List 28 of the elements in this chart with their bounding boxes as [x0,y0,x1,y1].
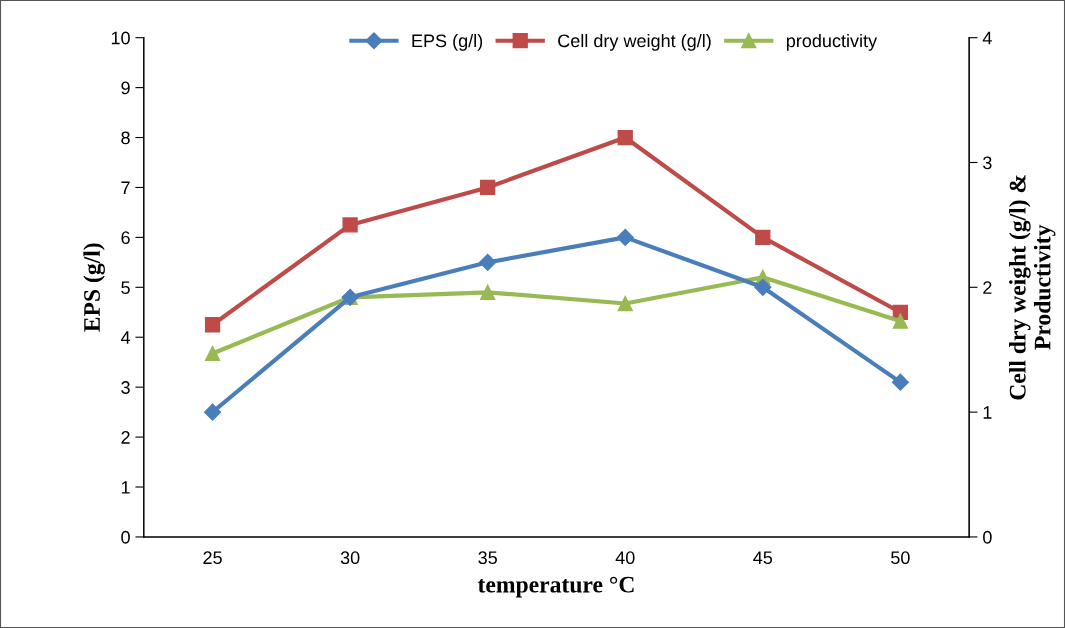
y2-tick-label: 2 [983,281,992,294]
x-tick-label: 25 [203,551,222,565]
y-axis-title: EPS (g/l) [83,243,105,332]
x-tick-label: 40 [615,551,635,565]
x-tick-label: 50 [891,551,910,565]
y-tick-label: 4 [120,331,131,344]
x-tick-label: 35 [478,551,497,565]
y2-axis-title: Cell dry weight (g/l) & Productivity [1009,175,1056,400]
y-tick-label: 7 [121,181,130,194]
x-tick-label: 30 [340,551,360,565]
y-tick-label: 0 [121,530,130,544]
y2-tick-label: 4 [982,31,992,45]
y-tick-label: 2 [121,431,130,444]
y2-tick-label: 0 [983,530,992,544]
x-axis-title: temperature °C [477,576,634,598]
y2-tick-label: 3 [983,156,992,170]
legend-label: productivity [786,33,878,51]
y-tick-label: 9 [121,81,130,95]
x-tick-label: 45 [753,551,773,565]
y-tick-label: 3 [121,381,130,394]
y2-tick-label: 1 [983,406,992,419]
legend-label: Cell dry weight (g/l) [558,33,711,51]
y-tick-label: 6 [121,231,130,245]
y-tick-label: 10 [111,31,130,45]
legend-label: EPS (g/l) [412,33,483,51]
y-tick-label: 8 [121,131,130,145]
y-tick-label: 5 [121,281,130,295]
y-tick-label: 1 [121,481,130,494]
